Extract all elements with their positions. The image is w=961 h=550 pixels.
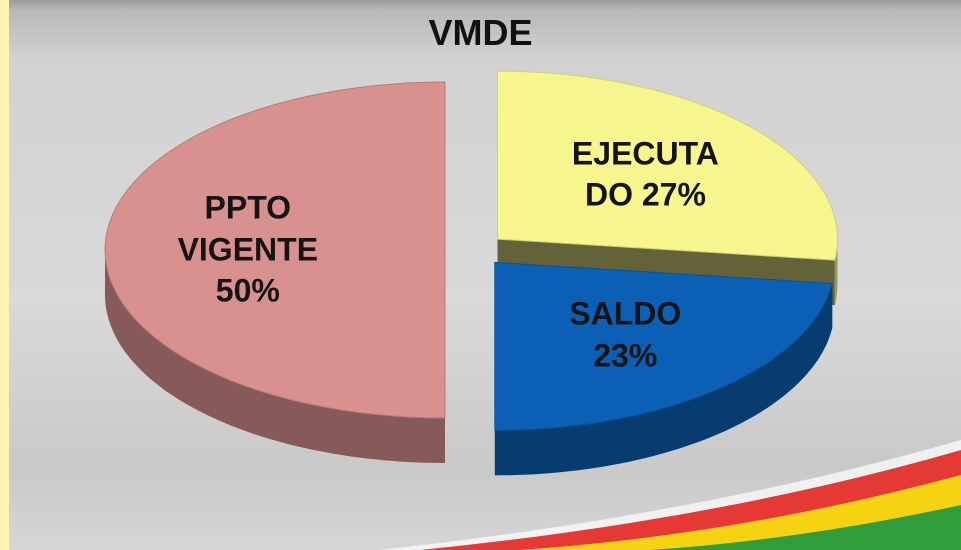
slide: VMDE EJECUTADO 27% SALDO 23% PPTO VIGENTE … xyxy=(0,0,961,550)
slice-label: EJECUTADO 27% xyxy=(570,133,720,216)
value-label: 50% xyxy=(216,273,280,309)
slice-label: PPTO VIGENTE 50% xyxy=(173,188,323,313)
chart xyxy=(0,0,961,550)
value-label: 27% xyxy=(642,177,706,213)
value-label: 23% xyxy=(593,337,657,373)
category-label: SALDO xyxy=(569,296,681,332)
category-label: PPTO VIGENTE xyxy=(178,190,318,268)
flag-decoration xyxy=(380,440,961,550)
chart-title: VMDE xyxy=(0,12,961,54)
slice-label: SALDO 23% xyxy=(550,294,700,377)
